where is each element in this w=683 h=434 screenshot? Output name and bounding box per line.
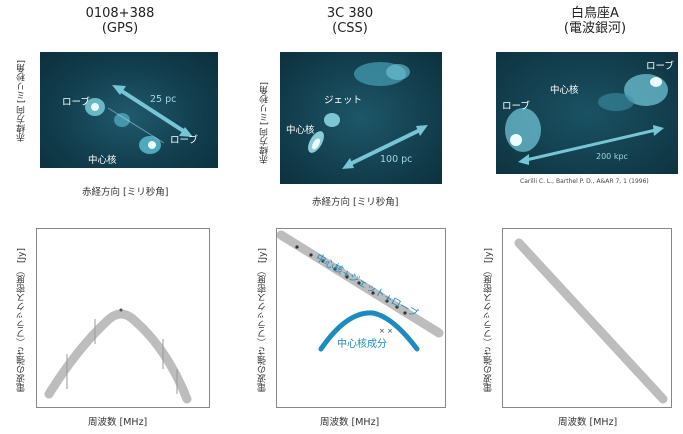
img3-citation: Carilli C. L., Barthel P. D., A&AR 7, 1 … [520, 178, 649, 185]
plot2-core-label: 中心核成分 [337, 339, 387, 350]
col2-title: 3C 380 (CSS) [300, 6, 400, 36]
col1-type: (GPS) [101, 21, 139, 36]
img2-jet-label: ジェット [324, 95, 363, 106]
spectrum-plot-1-graphic [44, 308, 192, 404]
radio-image-1-graphic [85, 85, 193, 154]
img1-lobe-b-label: ローブ [170, 135, 198, 146]
plot1-yunit: [Jy] [17, 248, 27, 264]
col2-name: 3C 380 [326, 6, 374, 21]
spectrum-plot-1 [36, 228, 210, 408]
plot1-ylabel: 電波の強さ（フラックス密度） [Jy] [15, 248, 28, 392]
radio-image-3: ローブ 中心核 ローブ 200 kpc [496, 52, 678, 174]
img2-scale-label: 100 pc [380, 154, 413, 165]
plot1-xlabel: 周波数 [MHz] [88, 417, 148, 428]
img1-xlabel: 赤経方向 [ミリ秒角] [82, 187, 169, 198]
plot3-yunit: [Jy] [484, 248, 494, 264]
col2-type: (CSS) [332, 21, 368, 36]
img2-ylabel: 赤緯方向 [ミリ秒角] [260, 82, 270, 164]
plot3-ylabel: 電波の強さ（フラックス密度） [Jy] [482, 248, 495, 392]
radio-image-3-graphic [505, 74, 668, 165]
spectrum-plot-3 [502, 228, 672, 408]
plot2-yunit: [Jy] [258, 248, 268, 264]
radio-image-2: ジェット 中心核 100 pc [280, 52, 442, 184]
img1-lobe-a-label: ローブ [62, 97, 90, 108]
img1-ylabel: 赤緯方向 [ミリ秒角] [17, 60, 27, 142]
img3-core-label: 中心核 [550, 85, 579, 96]
img3-lobe-a-label: ローブ [502, 101, 530, 112]
spectrum-plot-2: × × 中心核+ジェット+ローブ 中心核成分 [276, 228, 446, 408]
col3-name: 白鳥座A [571, 6, 619, 21]
img2-core-label: 中心核 [286, 125, 315, 136]
plot3-xlabel: 周波数 [MHz] [558, 417, 618, 428]
img3-scale-label: 200 kpc [596, 152, 628, 161]
img1-core-label: 中心核 [88, 155, 117, 166]
radio-image-2-graphic [308, 62, 428, 169]
img1-scale-label: 25 pc [150, 94, 177, 105]
col3-type: (電波銀河) [563, 21, 627, 36]
img2-xlabel: 赤経方向 [ミリ秒角] [312, 197, 399, 208]
plot1-ylabel-text: 電波の強さ（フラックス密度） [17, 265, 27, 392]
plot2-ylabel: 電波の強さ（フラックス密度） [Jy] [256, 248, 269, 392]
spectrum-plot-2-graphic: × × [276, 230, 444, 352]
svg-text:× ×: × × [379, 327, 393, 335]
col1-name: 0108+388 [85, 6, 155, 21]
col3-title: 白鳥座A (電波銀河) [540, 6, 650, 36]
col1-title: 0108+388 (GPS) [70, 6, 170, 36]
plot2-ylabel-text: 電波の強さ（フラックス密度） [258, 265, 268, 392]
img3-lobe-b-label: ローブ [646, 61, 674, 72]
plot2-xlabel: 周波数 [MHz] [320, 417, 380, 428]
radio-image-1: ローブ 25 pc 中心核 ローブ [40, 52, 218, 168]
spectrum-plot-3-graphic [514, 238, 668, 404]
plot3-ylabel-text: 電波の強さ（フラックス密度） [484, 265, 494, 392]
